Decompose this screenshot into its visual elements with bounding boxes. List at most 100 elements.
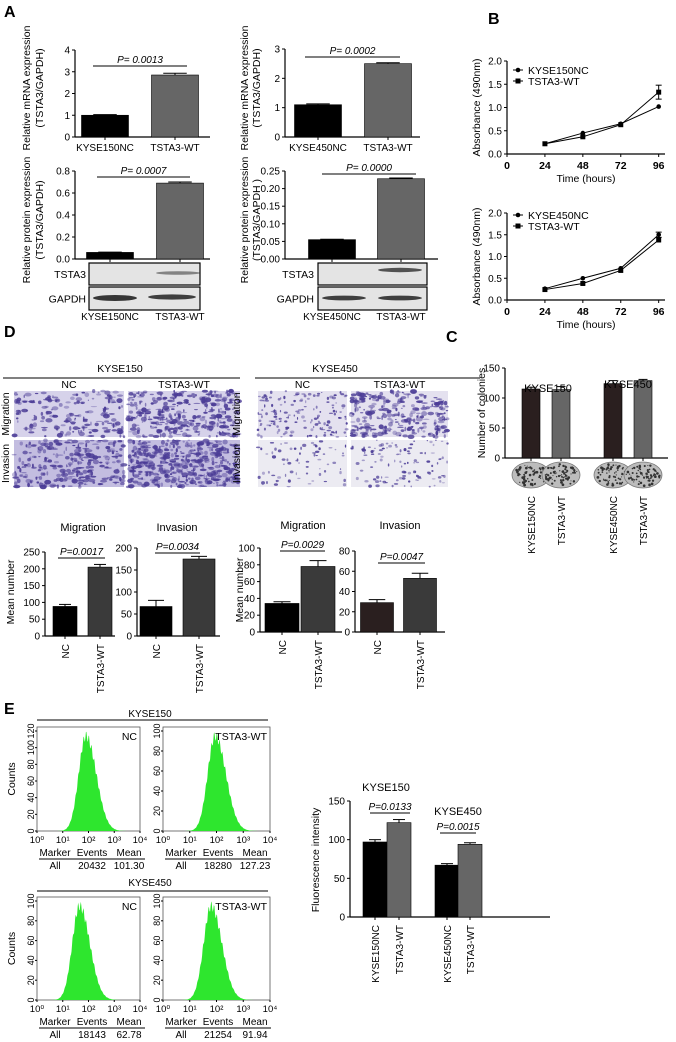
stained-cell [155, 421, 160, 426]
stained-cell [153, 416, 161, 419]
stained-cell [235, 468, 238, 471]
stained-cell [391, 404, 397, 409]
stained-cell [192, 467, 196, 471]
stained-cell [109, 399, 116, 404]
stained-cell [284, 430, 288, 434]
stained-cell [37, 469, 42, 472]
stained-cell [127, 438, 133, 444]
stained-cell [166, 439, 170, 442]
stained-cell [51, 447, 57, 449]
stats-events: 18143 [78, 1030, 106, 1041]
stained-cell [257, 395, 261, 398]
stained-cell [305, 465, 309, 468]
stained-cell [150, 403, 157, 405]
stained-cell [385, 447, 389, 449]
stained-cell [436, 413, 441, 418]
y-tick-label: 50 [334, 874, 346, 885]
stained-cell [77, 482, 84, 485]
stained-cell [400, 465, 403, 468]
stained-cell [77, 460, 80, 466]
stained-cell [160, 460, 167, 464]
stained-cell [74, 415, 80, 417]
stained-cell [21, 460, 25, 466]
stained-cell [144, 413, 151, 415]
stained-cell [85, 465, 90, 469]
stained-cell [359, 469, 364, 472]
stained-cell [379, 480, 382, 482]
stained-cell [192, 426, 199, 431]
stained-cell [217, 417, 220, 422]
stained-cell [227, 448, 229, 454]
x-axis-label: Time (hours) [556, 319, 615, 331]
stained-cell [395, 479, 399, 482]
stained-cell [193, 449, 196, 452]
x-tick-label: 10² [210, 1004, 224, 1015]
stained-cell [169, 476, 174, 478]
stained-cell [369, 394, 375, 399]
stained-cell [181, 390, 188, 393]
stained-cell [35, 476, 38, 480]
colony-dot [617, 477, 620, 480]
stained-cell [83, 483, 88, 485]
stained-cell [78, 448, 82, 453]
stained-cell [371, 398, 379, 402]
western-blot-lane [317, 262, 428, 286]
stained-cell [389, 428, 393, 430]
stained-cell [22, 400, 28, 403]
stained-cell [305, 460, 310, 463]
stained-cell [147, 441, 151, 443]
panel-label: C [446, 329, 458, 346]
histogram-label: NC [122, 901, 138, 913]
stained-cell [178, 480, 185, 483]
y-tick-label: 1 [274, 103, 280, 114]
stained-cell [71, 439, 79, 444]
stained-cell [208, 410, 214, 413]
stained-cell [135, 416, 138, 418]
stained-cell [65, 446, 67, 452]
stained-cell [151, 481, 155, 484]
x-tick-label: TSTA3-WT [557, 496, 568, 545]
stained-cell [19, 473, 24, 478]
stained-cell [44, 457, 49, 459]
stained-cell [116, 427, 123, 432]
stained-cell [130, 401, 133, 405]
data-point-circle [580, 130, 586, 136]
stained-cell [184, 443, 187, 446]
colony-dot [648, 477, 650, 480]
y-axis-label: (TSTA3/GAPDH) [34, 48, 46, 127]
stained-cell [15, 410, 21, 412]
colony-dot [561, 483, 565, 487]
colony-dot [648, 468, 651, 471]
stained-cell [27, 482, 30, 488]
stained-cell [11, 453, 17, 456]
colony-dot [639, 471, 641, 473]
stained-cell [107, 398, 111, 404]
stained-cell [201, 485, 208, 488]
legend-marker [515, 223, 521, 229]
colony-dot [629, 476, 633, 479]
stained-cell [222, 481, 227, 485]
stained-cell [388, 427, 392, 431]
stained-cell [280, 435, 283, 438]
stained-cell [135, 447, 141, 451]
stained-cell [156, 481, 161, 483]
stained-cell [41, 426, 48, 429]
stained-cell [265, 453, 269, 455]
stained-cell [119, 447, 123, 451]
stained-cell [23, 463, 28, 467]
stained-cell [333, 394, 337, 397]
colony-dot [524, 479, 528, 483]
stained-cell [183, 409, 185, 413]
p-value-label: P=0.0047 [380, 552, 424, 563]
stained-cell [205, 393, 213, 396]
stained-cell [189, 449, 195, 452]
stained-cell [206, 480, 211, 485]
stained-cell [229, 443, 232, 446]
x-tick-label: TSTA3-WT [639, 496, 650, 545]
stained-cell [370, 453, 375, 455]
colony-dot [545, 473, 548, 476]
y-tick-label: 20 [244, 611, 256, 622]
colony-dot [519, 481, 521, 484]
stained-cell [349, 412, 353, 414]
stained-cell [203, 459, 210, 463]
